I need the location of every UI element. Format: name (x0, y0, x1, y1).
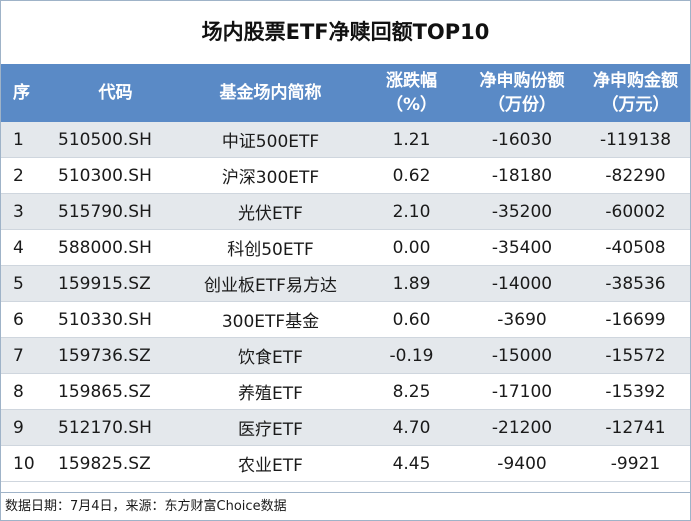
row-index: 2 (1, 157, 50, 194)
row-fund-name: 300ETF基金 (181, 301, 360, 338)
row-shares: -14000 (463, 265, 581, 302)
header-index: 序 (1, 64, 50, 122)
row-shares: -35200 (463, 193, 581, 230)
row-change: 1.89 (360, 265, 463, 302)
header-amount-label: 净申购金额 (593, 71, 678, 91)
row-index: 9 (1, 409, 50, 446)
table-row: 6 510330.SH 300ETF基金 0.60 -3690 -16699 (1, 301, 690, 338)
row-index: 4 (1, 229, 50, 266)
row-amount: -38536 (581, 265, 690, 302)
row-index: 7 (1, 337, 50, 374)
header-row: 序 代码 基金场内简称 涨跌幅 （%） 净申购份额 （万份） 净申购金额 （万元… (1, 64, 690, 122)
row-amount: -119138 (581, 122, 690, 158)
row-amount: -12741 (581, 409, 690, 446)
row-shares: -18180 (463, 157, 581, 194)
table-row: 5 159915.SZ 创业板ETF易方达 1.89 -14000 -38536 (1, 265, 690, 302)
row-index: 3 (1, 193, 50, 230)
row-amount: -82290 (581, 157, 690, 194)
row-fund-name: 创业板ETF易方达 (181, 265, 360, 302)
table-row: 10 159825.SZ 农业ETF 4.45 -9400 -9921 (1, 445, 690, 482)
table-title: 场内股票ETF净赎回额TOP10 (201, 20, 490, 44)
etf-redemption-table: 序 代码 基金场内简称 涨跌幅 （%） 净申购份额 （万份） 净申购金额 （万元… (1, 64, 690, 482)
row-index: 6 (1, 301, 50, 338)
row-index: 10 (1, 445, 50, 482)
row-shares: -17100 (463, 373, 581, 410)
row-code: 159736.SZ (50, 337, 181, 374)
header-change-pct: 涨跌幅 （%） (360, 64, 463, 122)
row-change: 8.25 (360, 373, 463, 410)
table-row: 4 588000.SH 科创50ETF 0.00 -35400 -40508 (1, 229, 690, 266)
row-code: 515790.SH (50, 193, 181, 230)
row-fund-name: 医疗ETF (181, 409, 360, 446)
row-fund-name: 饮食ETF (181, 337, 360, 374)
header-change-label: 涨跌幅 (386, 71, 437, 91)
row-change: 0.00 (360, 229, 463, 266)
row-code: 159865.SZ (50, 373, 181, 410)
row-index: 5 (1, 265, 50, 302)
row-index: 8 (1, 373, 50, 410)
row-shares: -15000 (463, 337, 581, 374)
row-fund-name: 科创50ETF (181, 229, 360, 266)
row-change: 1.21 (360, 122, 463, 158)
row-shares: -35400 (463, 229, 581, 266)
header-code: 代码 (50, 64, 181, 122)
row-fund-name: 沪深300ETF (181, 157, 360, 194)
table-row: 9 512170.SH 医疗ETF 4.70 -21200 -12741 (1, 409, 690, 446)
row-code: 510500.SH (50, 122, 181, 158)
row-amount: -60002 (581, 193, 690, 230)
header-fund-name: 基金场内简称 (181, 64, 360, 122)
row-shares: -21200 (463, 409, 581, 446)
row-index: 1 (1, 122, 50, 158)
header-net-amount: 净申购金额 （万元） (581, 64, 690, 122)
header-change-unit: （%） (385, 95, 438, 115)
row-change: 4.70 (360, 409, 463, 446)
table-row: 2 510300.SH 沪深300ETF 0.62 -18180 -82290 (1, 157, 690, 194)
row-amount: -16699 (581, 301, 690, 338)
table-row: 1 510500.SH 中证500ETF 1.21 -16030 -119138 (1, 122, 690, 158)
source-footnote: 数据日期：7月4日，来源：东方财富Choice数据 (1, 492, 690, 520)
row-fund-name: 农业ETF (181, 445, 360, 482)
row-change: 2.10 (360, 193, 463, 230)
row-fund-name: 光伏ETF (181, 193, 360, 230)
row-shares: -16030 (463, 122, 581, 158)
table-row: 7 159736.SZ 饮食ETF -0.19 -15000 -15572 (1, 337, 690, 374)
row-change: 0.60 (360, 301, 463, 338)
row-code: 159825.SZ (50, 445, 181, 482)
row-amount: -9921 (581, 445, 690, 482)
header-shares-label: 净申购份额 (479, 71, 565, 91)
row-amount: -40508 (581, 229, 690, 266)
table-row: 8 159865.SZ 养殖ETF 8.25 -17100 -15392 (1, 373, 690, 410)
header-net-shares: 净申购份额 （万份） (463, 64, 581, 122)
row-fund-name: 中证500ETF (181, 122, 360, 158)
table-row: 3 515790.SH 光伏ETF 2.10 -35200 -60002 (1, 193, 690, 230)
header-amount-unit: （万元） (601, 95, 670, 115)
header-shares-unit: （万份） (488, 95, 556, 115)
row-fund-name: 养殖ETF (181, 373, 360, 410)
row-code: 510300.SH (50, 157, 181, 194)
row-change: 4.45 (360, 445, 463, 482)
row-change: -0.19 (360, 337, 463, 374)
row-code: 159915.SZ (50, 265, 181, 302)
row-shares: -3690 (463, 301, 581, 338)
row-code: 512170.SH (50, 409, 181, 446)
row-change: 0.62 (360, 157, 463, 194)
row-code: 510330.SH (50, 301, 181, 338)
row-shares: -9400 (463, 445, 581, 482)
row-code: 588000.SH (50, 229, 181, 266)
row-amount: -15392 (581, 373, 690, 410)
row-amount: -15572 (581, 337, 690, 374)
